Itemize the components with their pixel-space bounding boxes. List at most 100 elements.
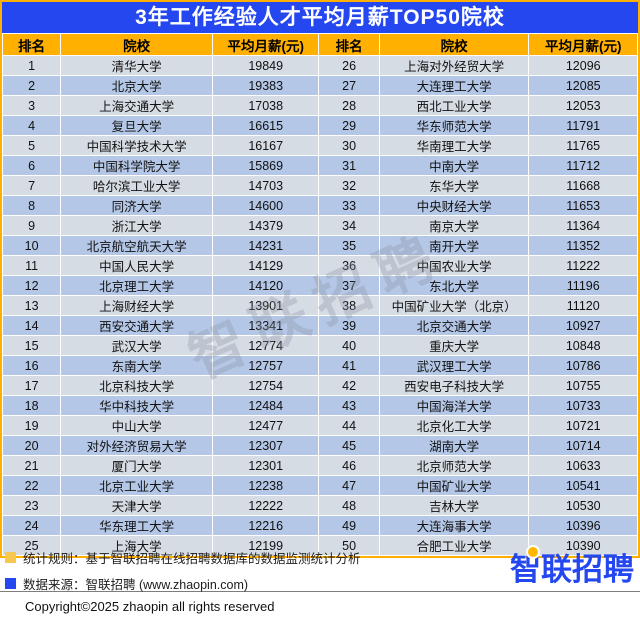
salary-cell: 10721 <box>528 415 638 436</box>
rank-cell: 18 <box>1 395 62 416</box>
table-row: 14 西安交通大学 13341 39 北京交通大学 10927 <box>1 315 638 336</box>
rank-cell: 31 <box>318 155 380 176</box>
table-row: 22 北京工业大学 12238 47 中国矿业大学 10541 <box>1 475 638 496</box>
table-row: 19 中山大学 12477 44 北京化工大学 10721 <box>1 415 638 436</box>
rank-cell: 5 <box>1 135 62 156</box>
table-row: 20 对外经济贸易大学 12307 45 湖南大学 10714 <box>1 435 638 456</box>
salary-cell: 13901 <box>211 295 320 316</box>
rank-cell: 4 <box>1 115 62 136</box>
salary-cell: 12053 <box>528 95 638 116</box>
table-row: 24 华东理工大学 12216 49 大连海事大学 10396 <box>1 515 638 536</box>
salary-cell: 14703 <box>211 175 320 196</box>
rank-cell: 48 <box>318 495 380 516</box>
rank-cell: 2 <box>1 75 62 96</box>
salary-cell: 11668 <box>528 175 638 196</box>
school-cell: 北京理工大学 <box>60 275 213 296</box>
school-cell: 华南理工大学 <box>378 135 530 156</box>
salary-cell: 15869 <box>211 155 320 176</box>
table-row: 1 清华大学 19849 26 上海对外经贸大学 12096 <box>1 55 638 76</box>
school-cell: 清华大学 <box>60 55 213 76</box>
school-cell: 上海对外经贸大学 <box>378 55 530 76</box>
table-row: 2 北京大学 19383 27 大连理工大学 12085 <box>1 75 638 96</box>
table-row: 21 厦门大学 12301 46 北京师范大学 10633 <box>1 455 638 476</box>
school-cell: 对外经济贸易大学 <box>60 435 213 456</box>
school-cell: 中南大学 <box>378 155 530 176</box>
salary-cell: 14129 <box>211 255 320 276</box>
school-cell: 西安电子科技大学 <box>378 375 530 396</box>
salary-cell: 12096 <box>528 55 638 76</box>
table-row: 9 浙江大学 14379 34 南京大学 11364 <box>1 215 638 236</box>
rank-cell: 30 <box>318 135 380 156</box>
rank-cell: 37 <box>318 275 380 296</box>
rank-cell: 15 <box>1 335 62 356</box>
salary-cell: 10633 <box>528 455 638 476</box>
table-row: 4 复旦大学 16615 29 华东师范大学 11791 <box>1 115 638 136</box>
school-cell: 武汉理工大学 <box>378 355 530 376</box>
rank-cell: 35 <box>318 235 380 256</box>
rank-cell: 17 <box>1 375 62 396</box>
salary-cell: 12238 <box>211 475 320 496</box>
school-cell: 天津大学 <box>60 495 213 516</box>
header-school-left: 院校 <box>60 33 213 56</box>
ranking-poster: 3年工作经验人才平均月薪TOP50院校 排名 院校 平均月薪(元) 排名 院校 … <box>0 0 640 558</box>
salary-cell: 11712 <box>528 155 638 176</box>
salary-cell: 14600 <box>211 195 320 216</box>
salary-cell: 10541 <box>528 475 638 496</box>
data-source-note: 数据来源：智联招聘 (www.zhaopin.com) <box>5 574 361 593</box>
school-cell: 东北大学 <box>378 275 530 296</box>
table-row: 16 东南大学 12757 41 武汉理工大学 10786 <box>1 355 638 376</box>
rank-cell: 6 <box>1 155 62 176</box>
salary-cell: 11364 <box>528 215 638 236</box>
school-cell: 中国矿业大学 <box>378 475 530 496</box>
rank-cell: 44 <box>318 415 380 436</box>
rank-cell: 29 <box>318 115 380 136</box>
school-cell: 北京交通大学 <box>378 315 530 336</box>
rank-cell: 8 <box>1 195 62 216</box>
salary-cell: 11352 <box>528 235 638 256</box>
ranking-table: 排名 院校 平均月薪(元) 排名 院校 平均月薪(元) 1 清华大学 19849 26… <box>1 33 638 556</box>
school-cell: 上海财经大学 <box>60 295 213 316</box>
rank-cell: 22 <box>1 475 62 496</box>
salary-cell: 19383 <box>211 75 320 96</box>
school-cell: 东南大学 <box>60 355 213 376</box>
rank-cell: 28 <box>318 95 380 116</box>
salary-cell: 10786 <box>528 355 638 376</box>
rank-cell: 33 <box>318 195 380 216</box>
table-row: 23 天津大学 12222 48 吉林大学 10530 <box>1 495 638 516</box>
rank-cell: 27 <box>318 75 380 96</box>
school-cell: 南京大学 <box>378 215 530 236</box>
school-cell: 中国海洋大学 <box>378 395 530 416</box>
school-cell: 华东理工大学 <box>60 515 213 536</box>
salary-cell: 10390 <box>528 535 638 556</box>
school-cell: 北京师范大学 <box>378 455 530 476</box>
school-cell: 复旦大学 <box>60 115 213 136</box>
rank-cell: 47 <box>318 475 380 496</box>
rank-cell: 23 <box>1 495 62 516</box>
salary-cell: 11222 <box>528 255 638 276</box>
footer-divider <box>0 591 640 592</box>
school-cell: 湖南大学 <box>378 435 530 456</box>
blue-square-icon <box>5 578 16 589</box>
salary-cell: 10714 <box>528 435 638 456</box>
school-cell: 中国人民大学 <box>60 255 213 276</box>
school-cell: 中国科学技术大学 <box>60 135 213 156</box>
header-salary-left: 平均月薪(元) <box>211 33 320 56</box>
rank-cell: 1 <box>1 55 62 76</box>
salary-cell: 10927 <box>528 315 638 336</box>
table-row: 13 上海财经大学 13901 38 中国矿业大学（北京） 11120 <box>1 295 638 316</box>
salary-cell: 10755 <box>528 375 638 396</box>
rank-cell: 19 <box>1 415 62 436</box>
statistics-rule-text: 统计规则：基于智联招聘在线招聘数据库的数据监测统计分析 <box>23 552 361 566</box>
table-row: 15 武汉大学 12774 40 重庆大学 10848 <box>1 335 638 356</box>
rank-cell: 45 <box>318 435 380 456</box>
school-cell: 上海交通大学 <box>60 95 213 116</box>
rank-cell: 26 <box>318 55 380 76</box>
table-row: 10 北京航空航天大学 14231 35 南开大学 11352 <box>1 235 638 256</box>
table-row: 8 同济大学 14600 33 中央财经大学 11653 <box>1 195 638 216</box>
salary-cell: 16615 <box>211 115 320 136</box>
rank-cell: 3 <box>1 95 62 116</box>
table-row: 18 华中科技大学 12484 43 中国海洋大学 10733 <box>1 395 638 416</box>
rank-cell: 46 <box>318 455 380 476</box>
rank-cell: 39 <box>318 315 380 336</box>
salary-cell: 12085 <box>528 75 638 96</box>
